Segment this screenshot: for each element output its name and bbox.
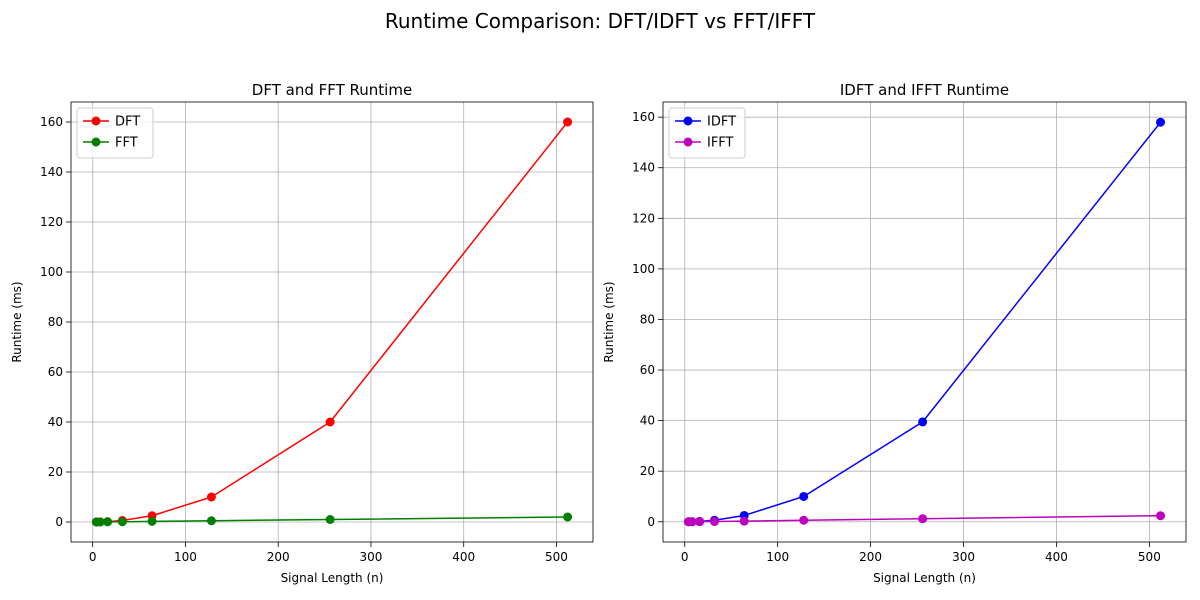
data-point-idft <box>799 491 809 501</box>
legend-marker-fft <box>91 137 101 147</box>
y-axis-label: Runtime (ms) <box>602 281 616 362</box>
y-tick-label: 120 <box>40 215 63 229</box>
data-point-dft <box>325 417 335 427</box>
data-point-ifft <box>687 517 697 527</box>
data-point-dft <box>563 117 573 127</box>
y-tick-label: 160 <box>40 115 63 129</box>
data-point-ifft <box>739 516 749 526</box>
data-point-idft <box>918 417 928 427</box>
y-tick-label: 100 <box>632 262 655 276</box>
plot-area <box>663 102 1186 542</box>
chart-panel-left: 0 100 200 300 400 500 0 20 40 60 80 100 120 140 160 DFT… <box>10 81 594 585</box>
data-point-dft <box>206 492 216 502</box>
figure-suptitle: Runtime Comparison: DFT/IDFT vs FFT/IFFT <box>385 9 816 33</box>
x-axis-label: Signal Length (n) <box>873 571 976 585</box>
data-point-fft <box>95 517 105 527</box>
y-tick-label: 60 <box>48 365 63 379</box>
x-tick-label: 400 <box>452 550 475 564</box>
y-tick-label: 0 <box>55 515 63 529</box>
data-point-ifft <box>1156 511 1166 521</box>
y-tick-label: 120 <box>632 211 655 225</box>
data-point-ifft <box>918 514 928 524</box>
x-tick-label: 0 <box>681 550 689 564</box>
y-tick-label: 140 <box>40 165 63 179</box>
legend-label-fft: FFT <box>115 136 138 151</box>
y-tick-label: 80 <box>640 312 655 326</box>
data-point-ifft <box>695 517 705 527</box>
x-tick-label: 400 <box>1045 550 1068 564</box>
plot-frame <box>662 101 1187 543</box>
data-point-fft <box>563 512 573 522</box>
y-tick-label: 40 <box>640 414 655 428</box>
y-tick-label: 20 <box>640 464 655 478</box>
legend-marker-idft <box>683 116 693 126</box>
data-point-fft <box>325 515 335 524</box>
legend-label-dft: DFT <box>115 115 140 130</box>
y-tick-label: 140 <box>632 161 655 175</box>
data-point-fft <box>117 517 127 527</box>
x-tick-label: 300 <box>360 550 383 564</box>
x-tick-label: 100 <box>174 550 197 564</box>
data-point-fft <box>103 517 113 527</box>
legend-marker-dft <box>91 116 101 126</box>
x-tick-label: 500 <box>1138 550 1161 564</box>
x-tick-label: 500 <box>545 550 568 564</box>
data-point-fft <box>206 516 216 526</box>
data-point-fft <box>147 516 157 526</box>
chart-title: DFT and FFT Runtime <box>252 81 412 99</box>
x-tick-label: 200 <box>859 550 882 564</box>
chart-panel-right: 0 100 200 300 400 500 0 20 40 60 80 100 120 140 160 IDF… <box>602 81 1187 585</box>
data-point-ifft <box>799 515 809 525</box>
x-tick-label: 100 <box>766 550 789 564</box>
x-tick-label: 200 <box>267 550 290 564</box>
y-tick-label: 0 <box>647 515 655 529</box>
legend-label-ifft: IFFT <box>707 136 734 151</box>
data-point-idft <box>1156 117 1166 127</box>
y-tick-label: 80 <box>48 315 63 329</box>
y-tick-label: 60 <box>640 363 655 377</box>
y-tick-label: 20 <box>48 465 63 479</box>
y-tick-label: 160 <box>632 110 655 124</box>
x-tick-label: 0 <box>89 550 97 564</box>
y-tick-label: 40 <box>48 415 63 429</box>
data-point-ifft <box>709 517 719 527</box>
y-axis-label: Runtime (ms) <box>10 281 24 362</box>
legend-label-idft: IDFT <box>707 115 736 130</box>
y-tick-label: 100 <box>40 265 63 279</box>
x-tick-label: 300 <box>952 550 975 564</box>
x-axis-label: Signal Length (n) <box>281 571 384 585</box>
chart-title: IDFT and IFFT Runtime <box>840 81 1009 99</box>
legend-marker-ifft <box>683 137 693 147</box>
